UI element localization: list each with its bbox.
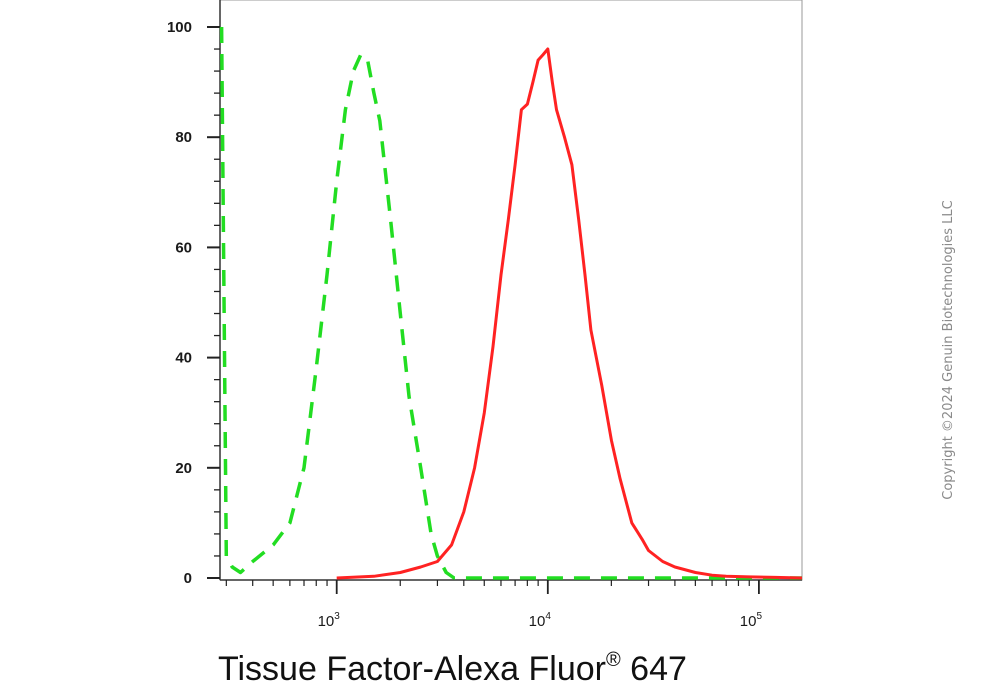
x-tick-label: 103 (318, 611, 341, 630)
y-tick-label: 40 (175, 350, 192, 367)
series-layer (219, 26, 803, 580)
x-tick-label: 104 (529, 611, 552, 630)
series-line-control-dashed (219, 26, 802, 580)
y-tick-label: 20 (175, 460, 192, 477)
x-axis-title-registered-mark: ® (606, 649, 621, 671)
copyright-watermark: Copyright ©2024 Genuin Biotechnologies L… (941, 200, 956, 499)
y-tick-label: 80 (175, 129, 192, 146)
y-tick-label: 100 (167, 19, 192, 36)
x-axis-title: Tissue Factor-Alexa Fluor® 647 (218, 649, 687, 688)
y-tick-label: 0 (184, 570, 192, 587)
x-axis-title-main: Tissue Factor-Alexa Fluor (218, 650, 606, 688)
x-axis: 103 104 105 (220, 579, 802, 630)
x-axis-title-suffix: 647 (621, 650, 687, 688)
x-tick-label: 105 (740, 611, 763, 630)
y-tick-label: 60 (175, 239, 192, 256)
plot-frame (219, 0, 803, 581)
series-line-stained-solid (336, 47, 803, 580)
y-axis: 0 20 40 60 80 100 (167, 0, 221, 587)
